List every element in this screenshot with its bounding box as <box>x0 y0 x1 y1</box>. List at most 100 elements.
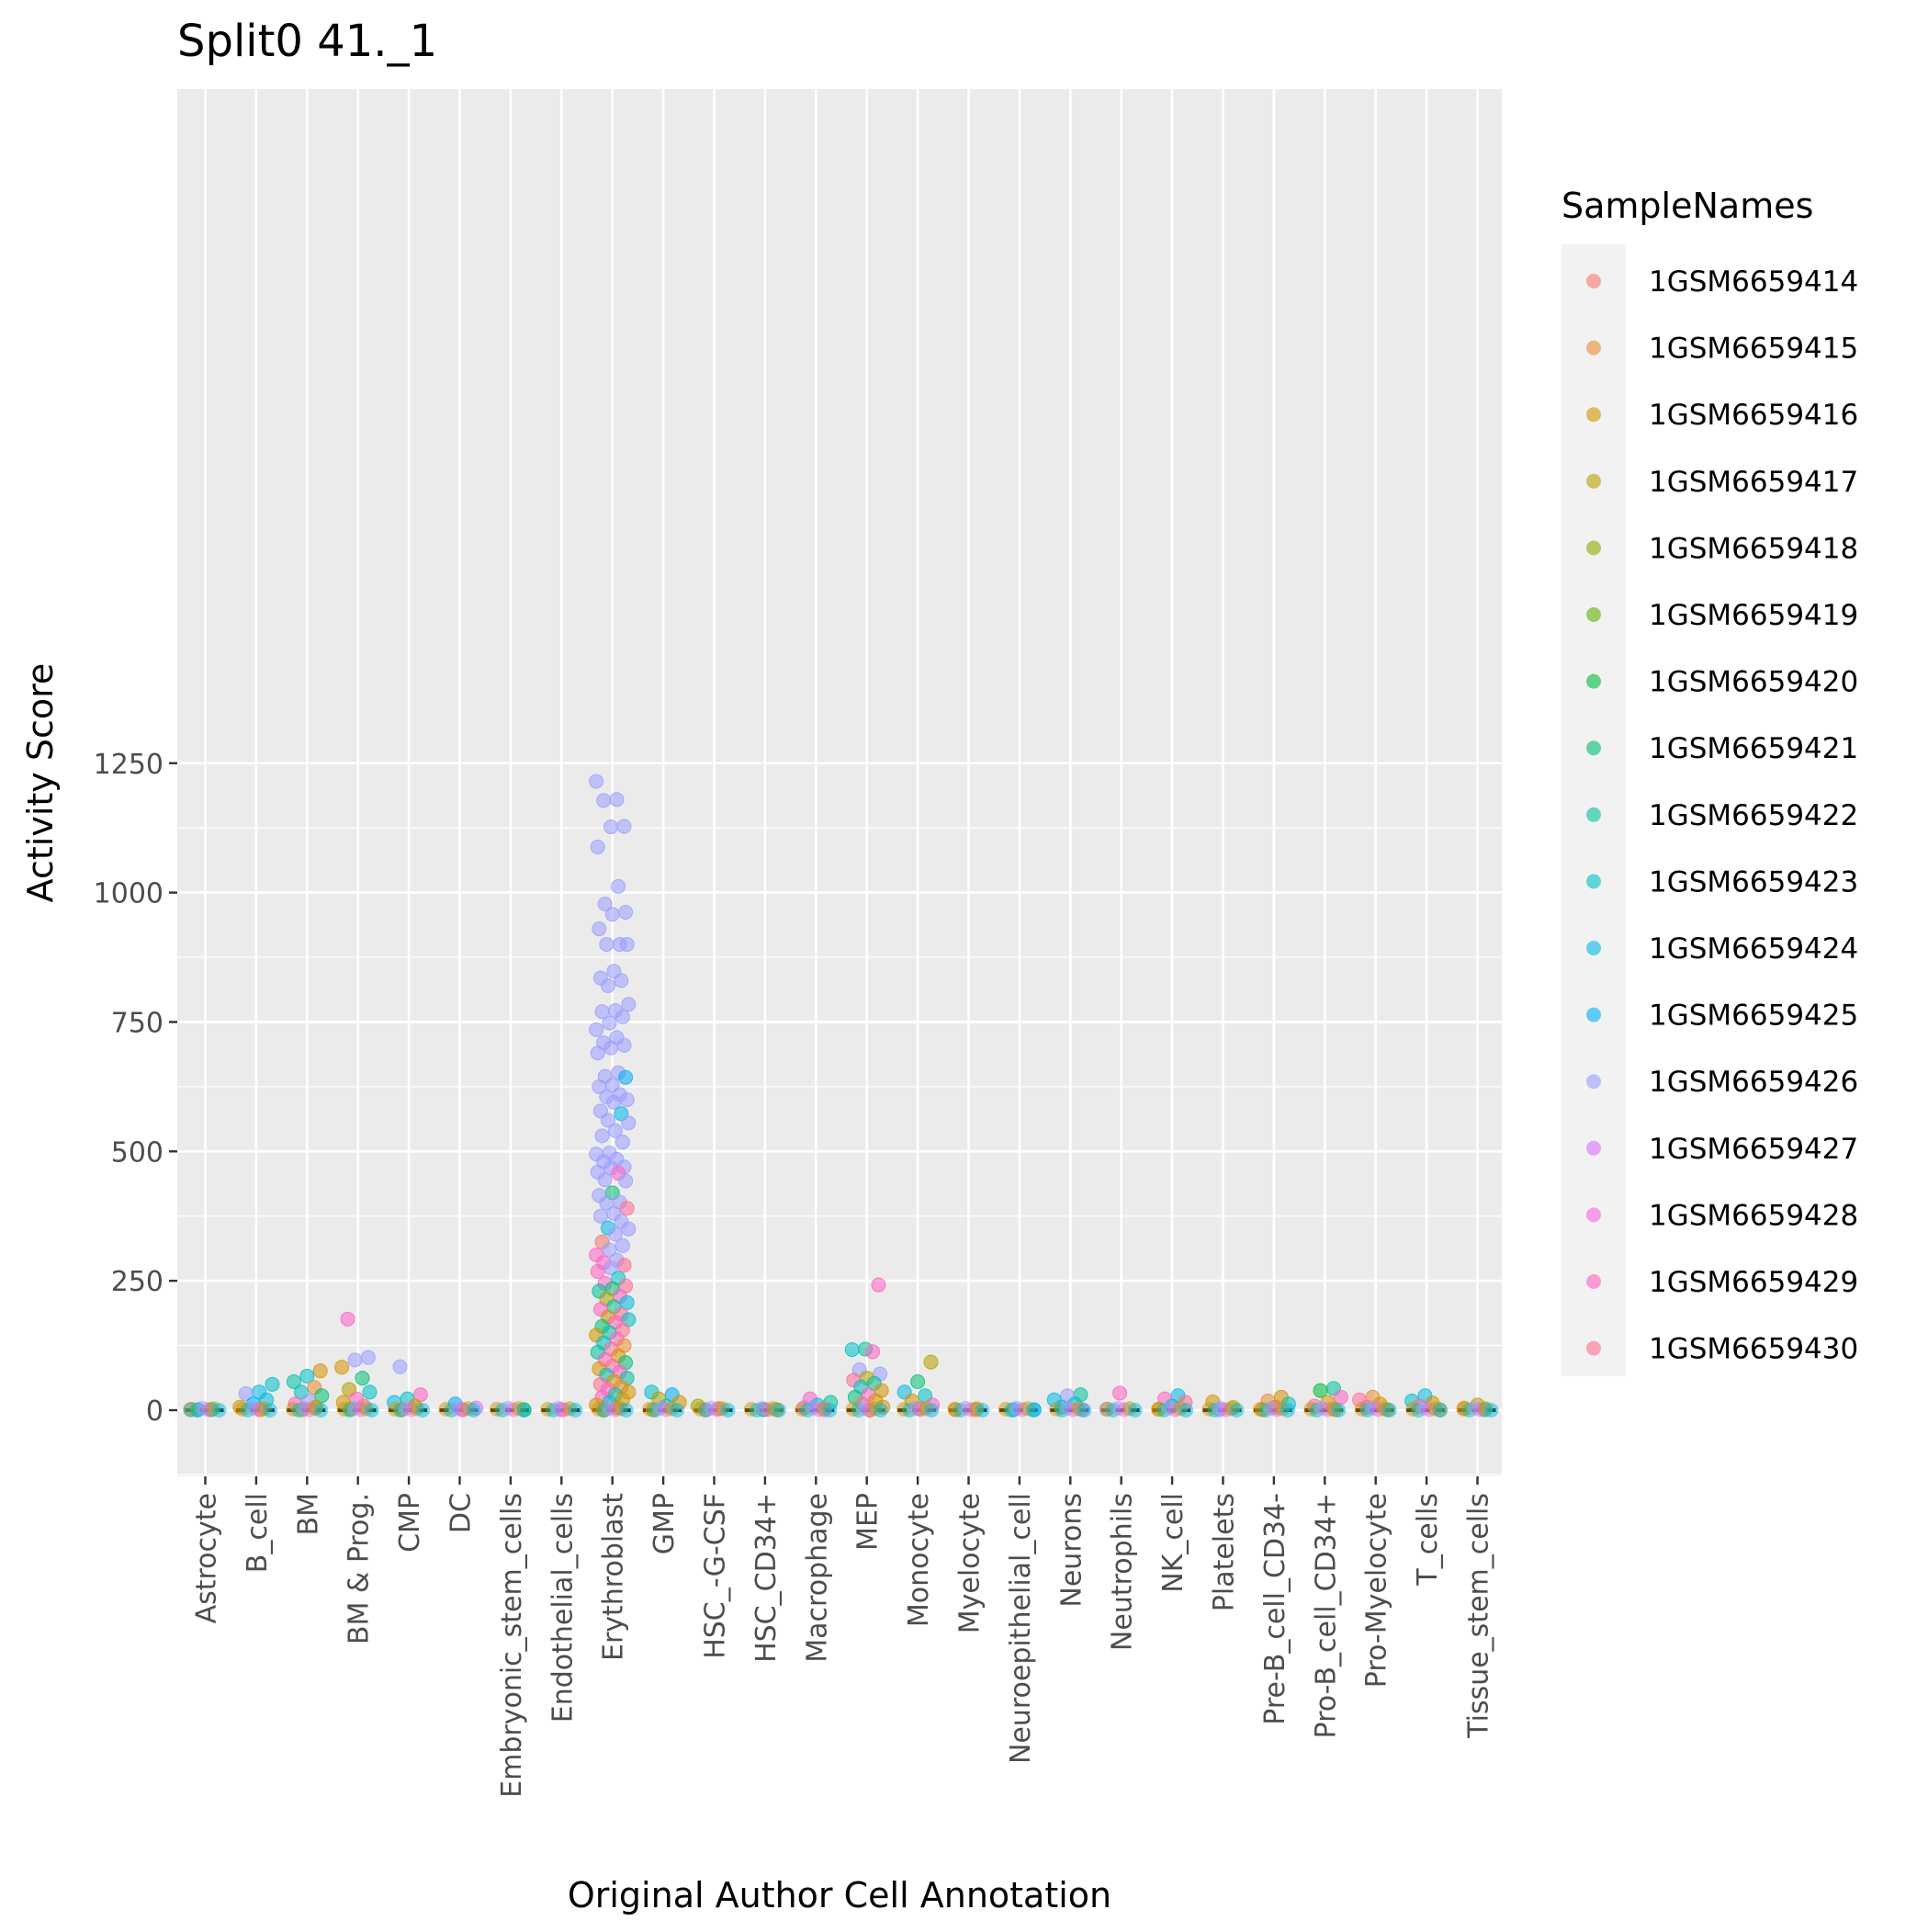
points-layer <box>183 774 1499 1418</box>
data-point-cluster <box>415 1403 431 1418</box>
data-point <box>589 1022 604 1037</box>
data-point <box>619 1294 635 1310</box>
legend-label: 1GSM6659428 <box>1649 1199 1858 1232</box>
y-tick-label: 0 <box>146 1395 163 1428</box>
data-point <box>616 1258 632 1273</box>
legend-swatch <box>1586 1274 1601 1289</box>
data-point-cluster <box>670 1403 685 1418</box>
x-tick-label: Tissue_stem_cells <box>1463 1493 1495 1739</box>
data-point-cluster <box>1178 1403 1194 1418</box>
data-point <box>621 1115 637 1131</box>
grid-layer <box>177 89 1502 1476</box>
data-point <box>299 1368 315 1384</box>
legend-swatch <box>1586 274 1601 288</box>
data-point <box>597 896 613 911</box>
data-point <box>599 1195 614 1211</box>
data-point-cluster <box>1077 1403 1092 1418</box>
x-tick-label: BM <box>292 1493 324 1535</box>
data-point-cluster <box>313 1403 329 1418</box>
data-point <box>865 1344 881 1360</box>
x-tick-label: Pro-Myelocyte <box>1361 1493 1393 1688</box>
legend-label: 1GSM6659429 <box>1649 1266 1858 1299</box>
x-tick-label: NK_cell <box>1157 1493 1189 1593</box>
data-point <box>590 1264 605 1280</box>
x-tick-label: Neutrophils <box>1107 1493 1139 1651</box>
data-point <box>614 1009 630 1024</box>
data-point <box>607 1226 623 1242</box>
data-point <box>600 1113 615 1128</box>
legend-swatch <box>1586 1074 1601 1090</box>
legend-label: 1GSM6659418 <box>1649 532 1858 565</box>
x-tick-label: Pre-B_cell_CD34- <box>1259 1493 1291 1725</box>
data-point <box>590 1045 605 1061</box>
y-tick-label: 250 <box>111 1266 163 1298</box>
data-point <box>618 1069 634 1085</box>
data-point-cluster <box>466 1403 481 1418</box>
chart-title: Split0 41._1 <box>177 16 437 67</box>
data-point <box>602 1015 617 1031</box>
data-point <box>360 1350 376 1365</box>
legend-swatch <box>1586 607 1601 622</box>
legend-label: 1GSM6659423 <box>1649 865 1858 898</box>
x-tick-label: Neurons <box>1055 1493 1088 1608</box>
data-point <box>616 1037 632 1053</box>
data-point-cluster <box>516 1403 532 1418</box>
data-point <box>592 1208 608 1224</box>
data-point <box>238 1385 254 1401</box>
legend-swatch <box>1586 1207 1601 1223</box>
data-point-cluster <box>1025 1403 1041 1418</box>
x-tick-label: MEP <box>852 1493 885 1551</box>
legend-label: 1GSM6659430 <box>1649 1333 1858 1366</box>
data-point <box>340 1311 355 1327</box>
x-tick-label: Endothelial_cells <box>547 1493 579 1723</box>
data-point <box>392 1359 408 1374</box>
data-point <box>614 1237 630 1253</box>
data-point-cluster <box>1229 1403 1245 1418</box>
x-tick-label: Myelocyte <box>954 1493 987 1633</box>
legend-swatch <box>1586 673 1601 689</box>
legend-label: 1GSM6659422 <box>1649 799 1858 832</box>
x-tick-label: HSC_CD34+ <box>750 1493 783 1663</box>
data-point <box>594 1004 610 1020</box>
data-point <box>590 840 605 855</box>
data-point <box>923 1354 939 1370</box>
x-tick-label: BM & Prog. <box>344 1493 376 1644</box>
data-point-cluster <box>1331 1403 1347 1418</box>
legend-label: 1GSM6659424 <box>1649 932 1858 966</box>
legend-swatch <box>1586 1340 1601 1356</box>
data-point <box>871 1277 886 1293</box>
x-tick-label: Monocyte <box>903 1493 935 1627</box>
data-point <box>604 907 620 922</box>
legend-label: 1GSM6659419 <box>1649 599 1858 632</box>
legend-swatch <box>1586 941 1601 955</box>
legend-label: 1GSM6659416 <box>1649 399 1858 432</box>
data-point <box>412 1387 428 1403</box>
data-point <box>621 997 637 1012</box>
data-point <box>599 936 614 952</box>
data-point-cluster <box>873 1403 888 1418</box>
data-point <box>910 1374 926 1390</box>
x-tick-label: Neuroepithelial_cell <box>1005 1493 1037 1764</box>
data-point <box>607 1123 623 1138</box>
data-point <box>616 819 632 834</box>
legend-label: 1GSM6659426 <box>1649 1066 1858 1099</box>
x-tick-label: B_cell <box>242 1493 274 1573</box>
data-point <box>619 1091 635 1107</box>
data-point <box>362 1384 378 1400</box>
data-point <box>603 819 619 835</box>
data-point <box>618 1173 634 1189</box>
legend-items: 1GSM6659414 1GSM6659415 1GSM6659416 1GSM665… <box>1586 266 1858 1366</box>
x-tick-label: DC <box>445 1493 478 1533</box>
data-point <box>347 1352 363 1368</box>
legend-label: 1GSM6659415 <box>1649 333 1858 366</box>
data-point <box>286 1374 301 1390</box>
x-tick-label: HSC_-G-CSF <box>700 1493 732 1659</box>
data-point <box>614 1135 630 1150</box>
data-point <box>621 1221 637 1237</box>
data-point <box>596 793 612 808</box>
plot-panel <box>177 89 1502 1476</box>
data-point <box>355 1371 370 1386</box>
data-point-cluster <box>1381 1403 1397 1418</box>
